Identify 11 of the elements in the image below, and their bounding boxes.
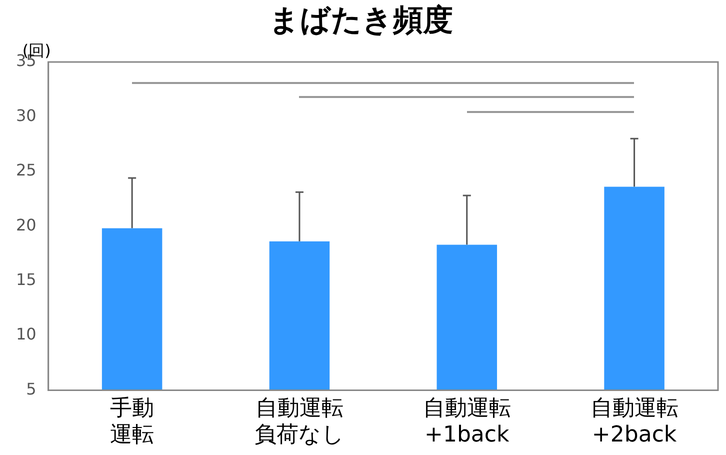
x-tick-label: 手動運転 (110, 396, 154, 448)
y-tick-label: 30 (16, 106, 36, 125)
y-tick-label: 15 (16, 270, 36, 289)
x-tick-label: 自動運転負荷なし (254, 396, 344, 448)
x-tick-label: 自動運転+1back (422, 396, 511, 448)
y-tick-label: 20 (16, 215, 36, 234)
y-tick-label: 5 (26, 379, 36, 398)
x-tick-label: 自動運転+2back (590, 396, 678, 448)
chart-title: まばたき頻度 (269, 2, 453, 38)
y-tick-label: 10 (16, 324, 36, 344)
y-tick-label: 25 (16, 160, 36, 180)
